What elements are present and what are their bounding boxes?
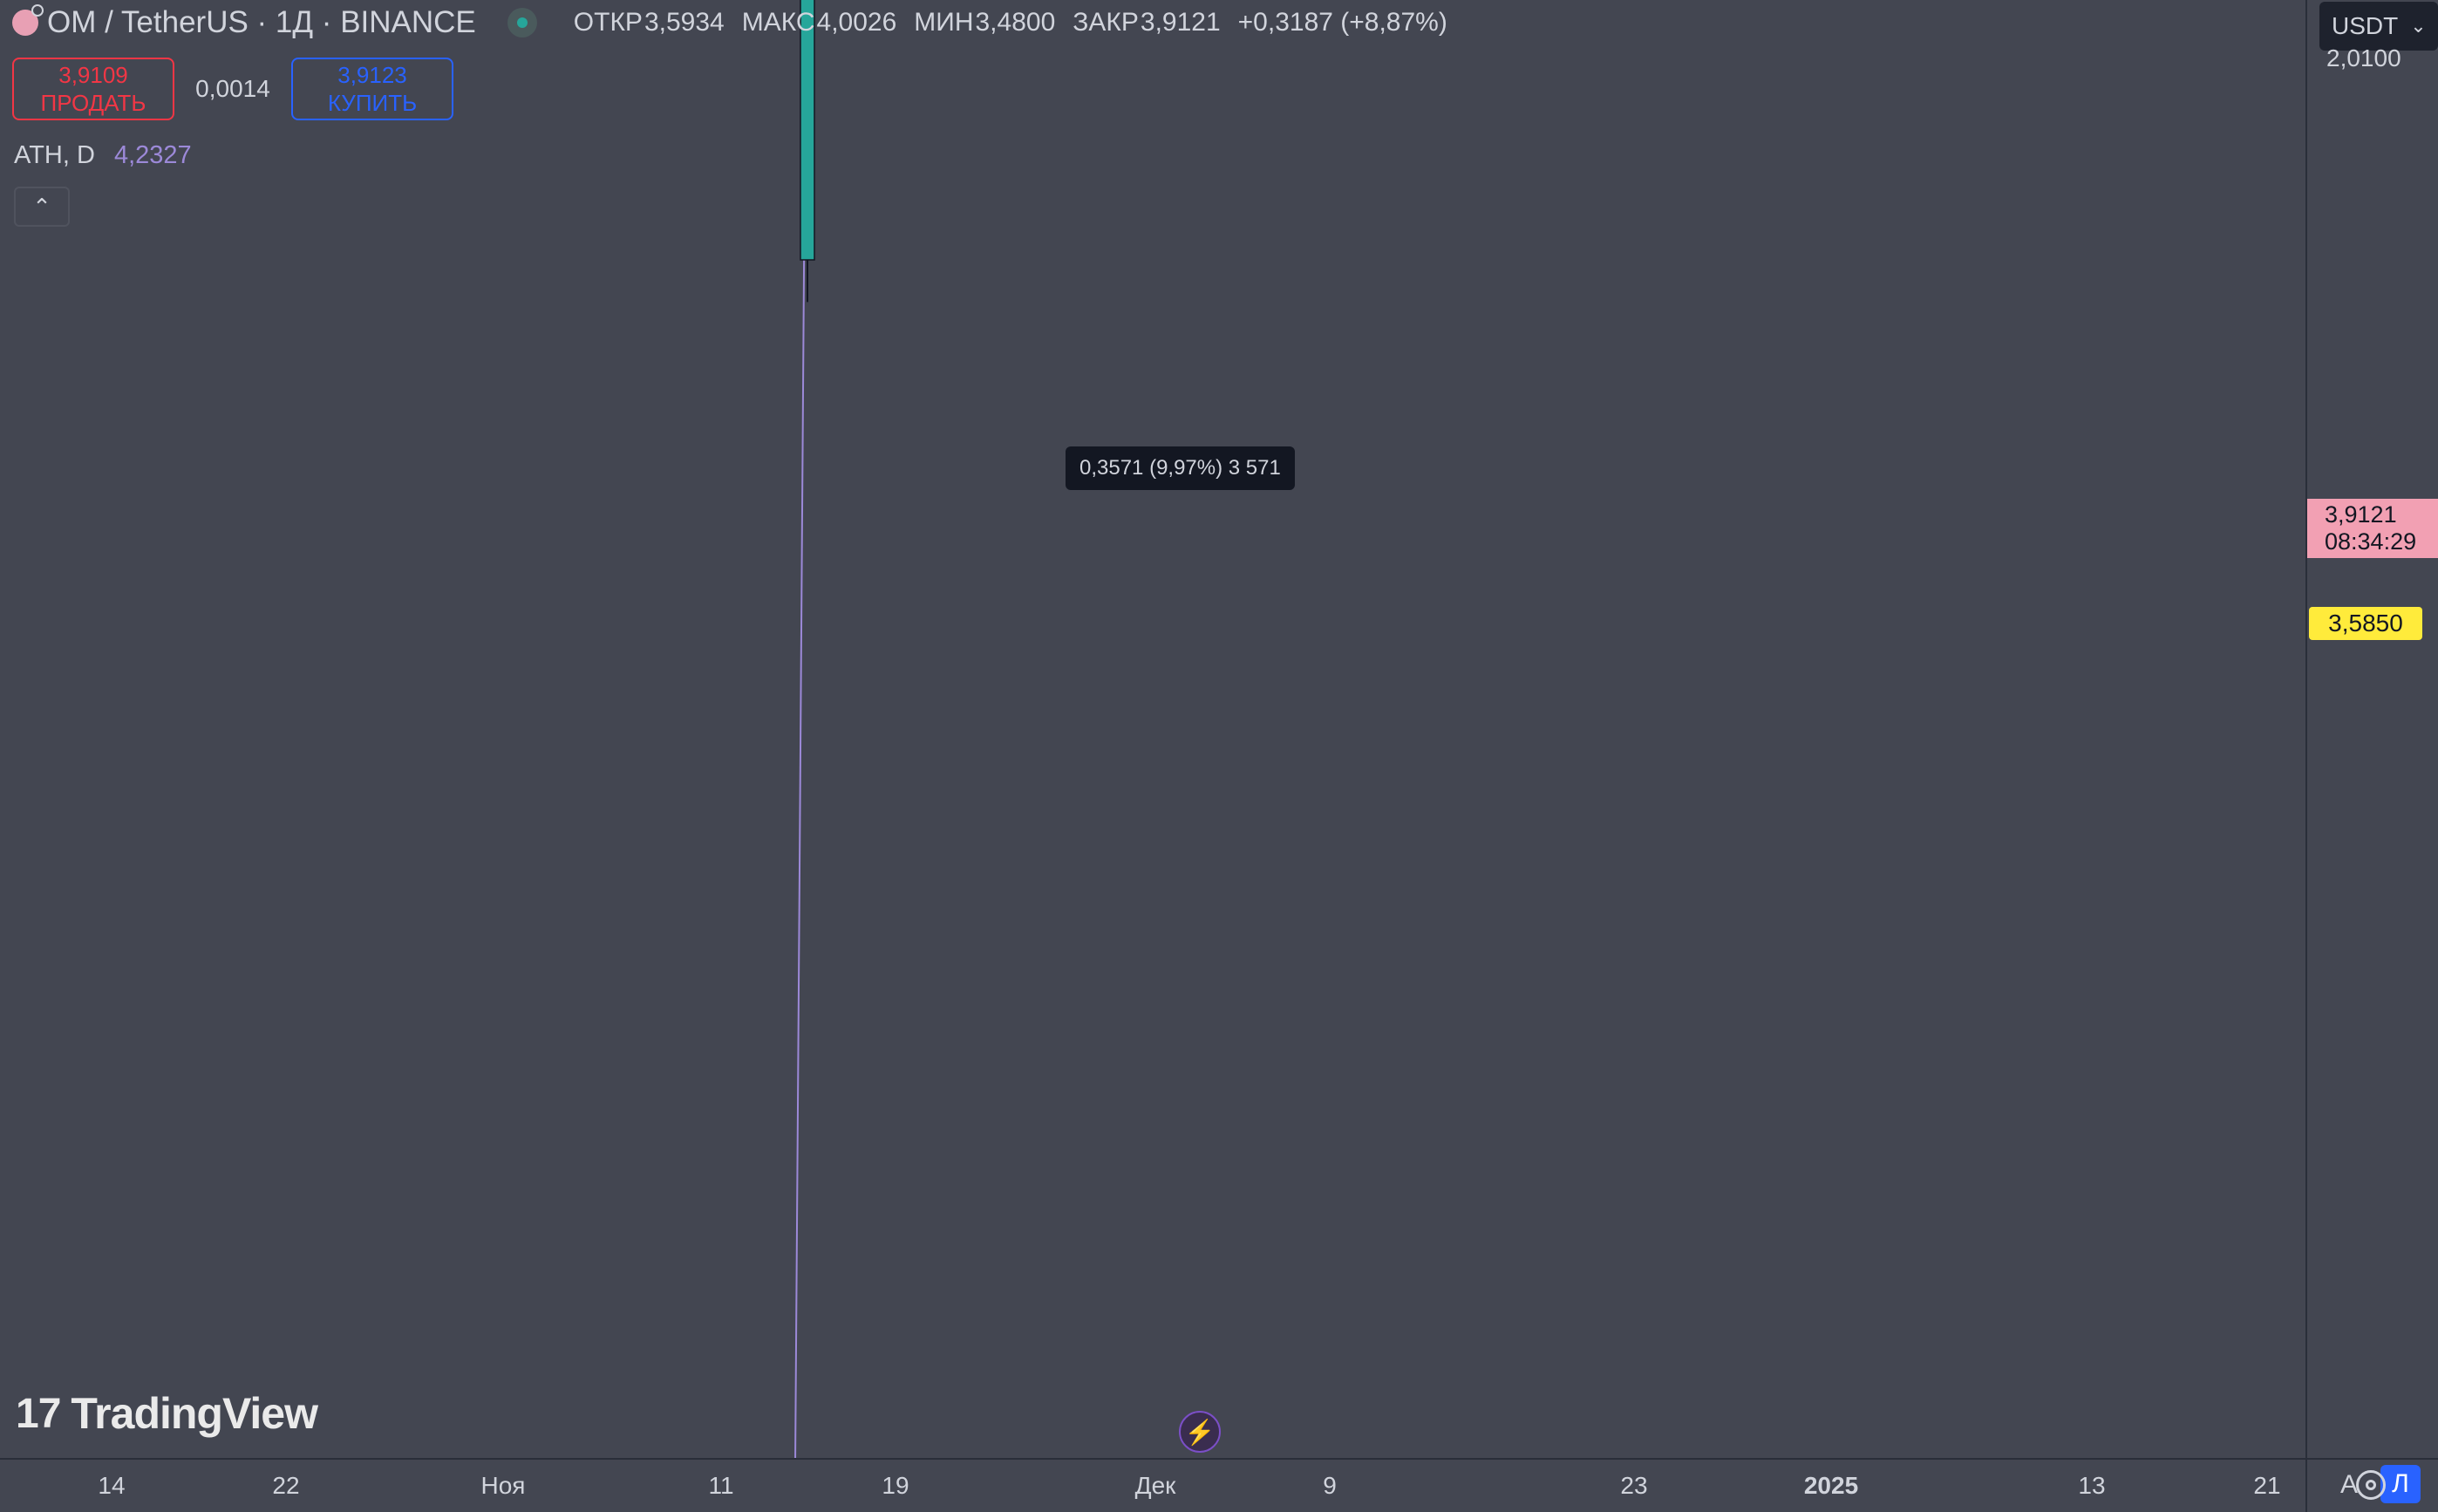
candlestick-plot[interactable] [0,0,2305,1458]
measure-tooltip: 0,3571 (9,97%) 3 571 [1066,446,1295,490]
bar-countdown: 08:34:29 [2325,528,2417,555]
market-status-icon[interactable] [507,8,537,37]
time-tick-label: 11 [708,1472,734,1499]
time-tick-label: 23 [1620,1472,1648,1499]
symbol-legend: OM / TetherUS · 1Д · BINANCE ОТКР 3,5934 … [12,4,1447,40]
time-tick-label: Дек [1134,1472,1176,1499]
indicator-name: ATH, D [14,141,95,169]
currency-select[interactable]: USDT ⌄ [2319,2,2438,51]
symbol-title[interactable]: OM / TetherUS · 1Д · BINANCE [47,5,476,39]
change-value: +0,3187 (+8,87%) [1237,8,1447,37]
sell-price: 3,9109 [58,62,128,88]
ath-trend-line [794,0,807,1458]
time-tick-label: 14 [98,1472,126,1499]
buy-price: 3,9123 [337,62,407,88]
time-scale[interactable]: 14 22 Ноя 11 19 Дек 9 23 2025 13 21 [0,1458,2305,1512]
candle-body-up [800,0,815,261]
buy-label: КУПИТЬ [327,90,418,116]
horizontal-line-price-label: 3,5850 [2309,607,2422,640]
close-value: 3,9121 [1140,8,1221,37]
collapse-legend-button[interactable]: ⌃ [14,187,70,227]
time-tick-label: 19 [882,1472,909,1499]
sell-button[interactable]: 3,9109 ПРОДАТЬ [12,58,174,120]
sell-label: ПРОДАТЬ [40,90,146,116]
price-scale[interactable]: USDT ⌄ 5,40005,00004,60004,20004,00003,4… [2305,0,2438,1458]
tradingview-logo[interactable]: 17 TradingView [16,1388,318,1439]
open-label: ОТКР [573,8,643,37]
spread-value: 0,0014 [195,75,270,102]
time-tick-label: 2025 [1803,1472,1859,1499]
time-tick-label: 21 [2253,1472,2281,1499]
settings-icon[interactable] [2356,1470,2386,1500]
chevron-down-icon: ⌄ [2410,15,2427,37]
indicator-value: 4,2327 [113,141,192,169]
chevron-up-icon: ⌃ [32,193,51,220]
candle [800,0,815,303]
scale-options: A Л [2305,1458,2438,1512]
last-price-label: 3,9121 08:34:29 [2307,499,2438,558]
om-coin-icon [12,4,44,36]
ohlc-values: ОТКР 3,5934 МАКС 4,0026 МИН 3,4800 ЗАКР 3,91… [574,8,1447,37]
close-label: ЗАКР [1073,8,1139,37]
currency-label: USDT [2332,12,2399,39]
tradingview-logo-icon: 17 [16,1390,61,1437]
tradingview-logo-text: TradingView [71,1389,318,1438]
last-price-value: 3,9121 [2325,501,2397,528]
high-value: 4,0026 [816,8,897,37]
buy-button[interactable]: 3,9123 КУПИТЬ [291,58,453,120]
chart-pane[interactable]: OM / TetherUS · 1Д · BINANCE ОТКР 3,5934 … [0,0,2305,1458]
low-label: МИН [914,8,974,37]
high-label: МАКС [741,8,815,37]
log-scale-button[interactable]: Л [2380,1465,2421,1503]
time-tick-label: Ноя [480,1472,526,1499]
open-value: 3,5934 [644,8,725,37]
auto-scale-button[interactable]: A [2340,1470,2359,1499]
price-tick-label: 2,0100 [2326,44,2401,72]
trade-buttons: 3,9109 ПРОДАТЬ 0,0014 3,9123 КУПИТЬ [12,58,453,120]
time-tick-label: 13 [2078,1472,2106,1499]
time-tick-label: 9 [1323,1472,1337,1499]
low-value: 3,4800 [975,8,1056,37]
indicator-legend[interactable]: ATH, D 4,2327 [14,141,192,170]
time-tick-label: 22 [272,1472,300,1499]
lightning-icon[interactable]: ⚡ [1179,1411,1221,1453]
